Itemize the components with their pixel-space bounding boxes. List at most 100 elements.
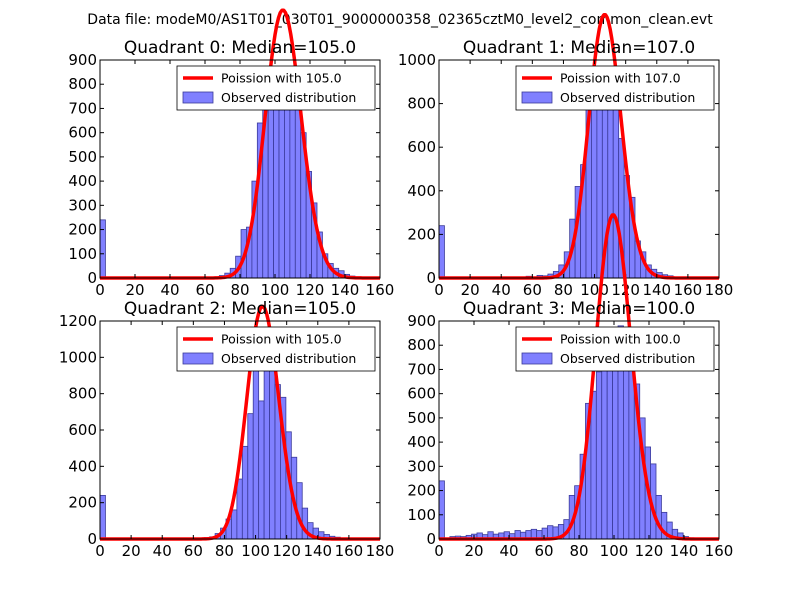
y-tick-label: 600	[68, 124, 97, 142]
histogram-bar	[269, 358, 276, 540]
x-tick-label: 0	[95, 281, 105, 299]
y-tick-label: 0	[426, 269, 436, 287]
panel-title: Quadrant 1: Median=107.0	[463, 38, 695, 58]
x-tick-label: 160	[705, 542, 734, 560]
x-tick-label: 120	[296, 281, 325, 299]
x-tick-label: 80	[230, 281, 249, 299]
y-tick-label: 600	[68, 421, 97, 439]
x-tick-label: 20	[122, 542, 141, 560]
legend-bar-swatch	[182, 91, 214, 104]
y-tick-label: 1200	[59, 312, 97, 330]
legend-bar-swatch	[182, 352, 214, 365]
panel-quadrant-2: 0 20 40 60 80 100 120 140 160 180 0 200 400 600 800 100…	[59, 299, 395, 560]
y-tick-label: 700	[407, 360, 436, 378]
y-tick-label: 200	[68, 221, 97, 239]
x-tick-label: 40	[499, 542, 518, 560]
x-tick-label: 160	[335, 542, 364, 560]
legend-label-observed: Observed distribution	[560, 351, 695, 366]
x-tick-label: 140	[670, 542, 699, 560]
x-tick-label: 120	[635, 542, 664, 560]
x-tick-label: 100	[600, 542, 629, 560]
x-tick-label: 140	[303, 542, 332, 560]
x-tick-label: 80	[215, 542, 234, 560]
x-tick-label: 80	[569, 542, 588, 560]
panel-quadrant-3: 0 20 40 60 80 100 120 140 1600100200300400500600…	[407, 213, 734, 560]
panel-quadrant-1: 0 20 40 60 80 100 120 140 160 1800200400600800100…	[398, 13, 734, 299]
histogram-bar	[236, 478, 243, 540]
y-tick-label: 0	[87, 269, 97, 287]
x-tick-label: 140	[642, 281, 671, 299]
histogram-bar	[278, 83, 285, 279]
legend: Poission with 105.0 Observed distribution	[176, 326, 376, 372]
x-tick-label: 100	[241, 542, 270, 560]
x-tick-label: 0	[434, 281, 444, 299]
y-tick-label: 200	[407, 482, 436, 500]
histogram-bar	[99, 494, 106, 540]
y-tick-label: 800	[68, 385, 97, 403]
y-tick-label: 500	[407, 409, 436, 427]
x-tick-label: 20	[461, 281, 480, 299]
x-tick-label: 160	[366, 281, 395, 299]
panel-title: Quadrant 3: Median=100.0	[463, 299, 695, 319]
y-tick-label: 600	[407, 138, 436, 156]
histogram-bar	[596, 83, 603, 279]
histogram-bar	[612, 103, 620, 279]
x-tick-label: 0	[95, 542, 105, 560]
histogram-bar	[590, 390, 597, 540]
figure-title: Data file: modeM0/AS1T01_030T01_90000003…	[87, 12, 713, 28]
histogram-bar	[438, 480, 445, 540]
histogram-bar	[623, 342, 630, 540]
y-tick-label: 800	[407, 336, 436, 354]
histogram-bar	[591, 85, 598, 279]
x-tick-label: 20	[125, 281, 144, 299]
legend-bar-swatch	[521, 91, 553, 104]
y-tick-label: 800	[68, 75, 97, 93]
legend-label-poisson: Poission with 100.0	[560, 332, 681, 347]
y-tick-label: 0	[426, 530, 436, 548]
x-tick-label: 140	[331, 281, 360, 299]
legend: Poission with 107.0 Observed distribution	[515, 65, 715, 111]
y-tick-label: 400	[407, 182, 436, 200]
y-tick-label: 400	[68, 457, 97, 475]
panel-title: Quadrant 2: Median=105.0	[124, 299, 356, 319]
y-tick-label: 100	[407, 506, 436, 524]
legend-label-poisson: Poission with 105.0	[221, 71, 342, 86]
histogram-bar	[294, 108, 302, 279]
panel-title: Quadrant 0: Median=105.0	[124, 38, 356, 58]
legend-label-poisson: Poission with 105.0	[221, 332, 342, 347]
y-tick-label: 1000	[398, 51, 436, 69]
x-tick-label: 180	[366, 542, 395, 560]
y-tick-label: 900	[407, 312, 436, 330]
histogram-bar	[289, 86, 296, 279]
legend-bar-swatch	[521, 352, 553, 365]
x-tick-label: 40	[492, 281, 511, 299]
histogram-bar	[595, 371, 603, 540]
legend-label-observed: Observed distribution	[560, 90, 695, 105]
y-tick-label: 400	[68, 172, 97, 190]
x-tick-label: 60	[195, 281, 214, 299]
y-tick-label: 400	[407, 433, 436, 451]
histogram-bar	[231, 509, 238, 540]
x-tick-label: 80	[554, 281, 573, 299]
histogram-bar	[99, 219, 106, 279]
legend-label-observed: Observed distribution	[221, 90, 356, 105]
y-tick-label: 1000	[59, 348, 97, 366]
x-tick-label: 100	[261, 281, 290, 299]
legend: Poission with 100.0 Observed distribution	[515, 326, 715, 372]
x-tick-label: 180	[705, 281, 734, 299]
x-tick-label: 60	[184, 542, 203, 560]
legend-label-poisson: Poission with 107.0	[560, 71, 681, 86]
y-tick-label: 200	[68, 494, 97, 512]
histogram-bar	[252, 367, 260, 540]
y-tick-label: 500	[68, 148, 97, 166]
x-tick-label: 40	[160, 281, 179, 299]
y-tick-label: 200	[407, 225, 436, 243]
y-tick-label: 700	[68, 99, 97, 117]
x-tick-label: 160	[674, 281, 703, 299]
histogram-bar	[258, 400, 265, 540]
y-tick-label: 300	[407, 457, 436, 475]
x-tick-label: 40	[153, 542, 172, 560]
histogram-bar	[247, 413, 254, 540]
y-tick-label: 0	[87, 530, 97, 548]
panel-quadrant-0: 0 20 40 60 80 100 120 140 160 0 100 200 300 400 500 600…	[68, 8, 395, 299]
